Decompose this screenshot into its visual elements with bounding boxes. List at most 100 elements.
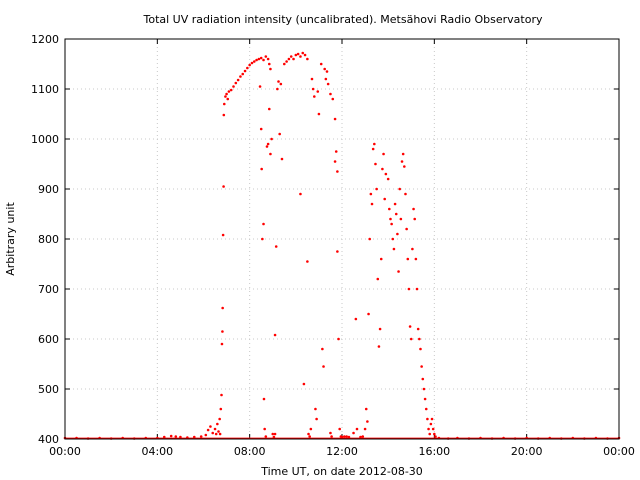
data-point bbox=[429, 422, 433, 426]
data-point bbox=[218, 432, 222, 436]
data-point bbox=[229, 88, 233, 92]
data-point bbox=[271, 432, 275, 436]
data-point bbox=[382, 152, 385, 156]
data-point bbox=[373, 142, 376, 146]
data-point bbox=[407, 287, 411, 291]
data-point bbox=[292, 57, 295, 61]
data-point bbox=[310, 77, 314, 81]
data-point bbox=[299, 55, 302, 58]
data-point bbox=[222, 113, 226, 117]
data-point bbox=[266, 142, 270, 146]
data-point bbox=[220, 342, 224, 346]
data-point bbox=[221, 330, 224, 333]
y-tick-label: 400 bbox=[38, 433, 59, 446]
data-point bbox=[267, 107, 271, 111]
data-point bbox=[306, 260, 309, 263]
data-point bbox=[204, 433, 208, 437]
data-point bbox=[418, 337, 421, 341]
data-point bbox=[169, 434, 173, 438]
data-point bbox=[313, 95, 316, 98]
data-point bbox=[370, 202, 374, 206]
data-point bbox=[262, 58, 265, 62]
data-point bbox=[330, 435, 333, 438]
data-point bbox=[326, 82, 330, 86]
x-axis-label: Time UT, on date 2012-08-30 bbox=[260, 465, 423, 478]
data-point bbox=[379, 257, 383, 261]
data-point bbox=[399, 217, 403, 221]
data-point bbox=[412, 207, 415, 211]
x-tick-label: 00:00 bbox=[603, 445, 635, 458]
data-point bbox=[337, 337, 340, 341]
data-point bbox=[393, 202, 397, 206]
data-point bbox=[225, 92, 228, 96]
data-point bbox=[336, 170, 339, 173]
data-point bbox=[321, 347, 324, 351]
data-point bbox=[364, 407, 368, 411]
data-point bbox=[414, 257, 418, 261]
data-point bbox=[282, 62, 286, 66]
y-tick-label: 600 bbox=[38, 333, 59, 346]
data-point bbox=[307, 432, 310, 436]
data-point bbox=[267, 62, 271, 66]
data-point bbox=[306, 57, 309, 61]
data-point bbox=[334, 150, 338, 153]
data-point bbox=[262, 222, 265, 226]
data-point bbox=[266, 57, 270, 61]
data-point bbox=[219, 407, 223, 411]
data-point bbox=[413, 217, 417, 221]
data-point bbox=[301, 51, 305, 55]
data-point bbox=[289, 55, 293, 58]
data-point bbox=[428, 432, 432, 436]
data-point bbox=[431, 427, 435, 431]
data-point bbox=[273, 432, 277, 436]
data-point bbox=[434, 435, 437, 438]
data-point bbox=[279, 82, 283, 86]
data-point bbox=[401, 152, 405, 156]
data-points bbox=[63, 51, 621, 440]
x-tick-label: 12:00 bbox=[326, 445, 358, 458]
data-point bbox=[389, 217, 392, 221]
x-tick-labels: 00:00 04:00 08:00 12:00 16:00 20:00 00:00 bbox=[49, 445, 635, 458]
data-point bbox=[366, 420, 369, 423]
data-point bbox=[394, 212, 398, 216]
data-point bbox=[336, 250, 339, 253]
data-point bbox=[222, 102, 226, 106]
data-point bbox=[259, 127, 263, 131]
data-point bbox=[311, 87, 315, 91]
y-tick-labels: 400 500 600 700 800 900 1000 1100 1200 bbox=[31, 33, 59, 446]
data-point bbox=[258, 85, 262, 88]
data-point bbox=[259, 56, 263, 60]
data-point bbox=[252, 60, 256, 63]
data-point bbox=[239, 75, 242, 78]
data-point bbox=[371, 147, 375, 151]
data-point bbox=[227, 90, 231, 93]
data-point bbox=[314, 407, 317, 411]
data-point bbox=[226, 97, 230, 101]
data-point bbox=[248, 63, 251, 67]
data-point bbox=[325, 70, 329, 73]
data-point bbox=[422, 387, 426, 391]
data-point bbox=[338, 427, 341, 431]
data-point bbox=[317, 112, 321, 116]
data-point bbox=[333, 160, 337, 163]
data-point bbox=[355, 427, 359, 431]
data-point bbox=[411, 247, 414, 251]
data-point bbox=[213, 427, 217, 431]
data-point bbox=[211, 431, 215, 435]
data-point bbox=[381, 167, 384, 171]
data-point bbox=[323, 67, 326, 71]
data-point bbox=[221, 233, 225, 237]
data-point bbox=[396, 232, 399, 236]
x-tick-label: 04:00 bbox=[141, 445, 173, 458]
data-point bbox=[383, 197, 387, 201]
data-point bbox=[287, 57, 291, 61]
data-point bbox=[398, 187, 402, 191]
data-point bbox=[354, 317, 358, 321]
data-point bbox=[378, 327, 382, 331]
data-point bbox=[218, 417, 221, 421]
x-tick-label: 00:00 bbox=[49, 445, 81, 458]
data-point bbox=[299, 192, 302, 196]
data-point bbox=[220, 393, 223, 397]
data-point bbox=[377, 345, 381, 348]
data-point bbox=[397, 270, 400, 273]
